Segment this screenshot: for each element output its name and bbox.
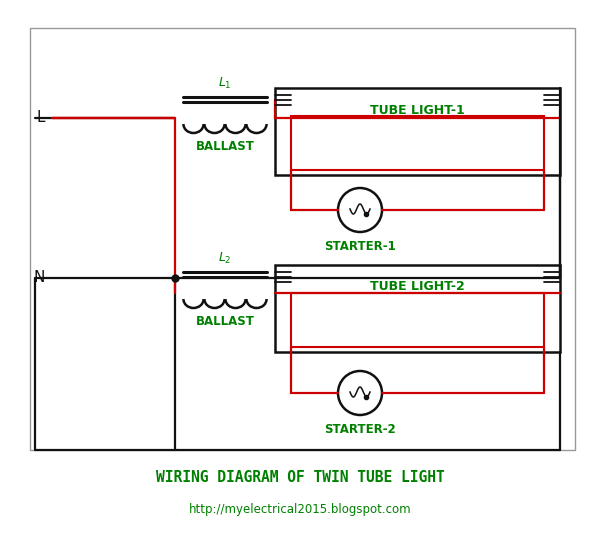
Text: TUBE LIGHT-1: TUBE LIGHT-1: [370, 103, 465, 116]
Text: WIRING DIAGRAM OF TWIN TUBE LIGHT: WIRING DIAGRAM OF TWIN TUBE LIGHT: [155, 471, 445, 486]
Text: $L_1$: $L_1$: [218, 76, 232, 91]
Bar: [275, 265, 560, 352]
Bar: [275, 88, 560, 175]
Text: STARTER-1: STARTER-1: [324, 240, 396, 253]
Text: TUBE LIGHT-2: TUBE LIGHT-2: [370, 281, 465, 293]
Text: N: N: [34, 271, 45, 286]
Text: L: L: [37, 111, 45, 126]
Bar: [291, 293, 544, 347]
Text: http://myelectrical2015.blogspot.com: http://myelectrical2015.blogspot.com: [188, 504, 412, 517]
Bar: [30, 28, 575, 450]
Text: $L_2$: $L_2$: [218, 251, 232, 266]
Text: BALLAST: BALLAST: [196, 140, 254, 153]
Text: BALLAST: BALLAST: [196, 315, 254, 328]
Text: STARTER-2: STARTER-2: [324, 423, 396, 436]
Bar: [291, 116, 544, 170]
